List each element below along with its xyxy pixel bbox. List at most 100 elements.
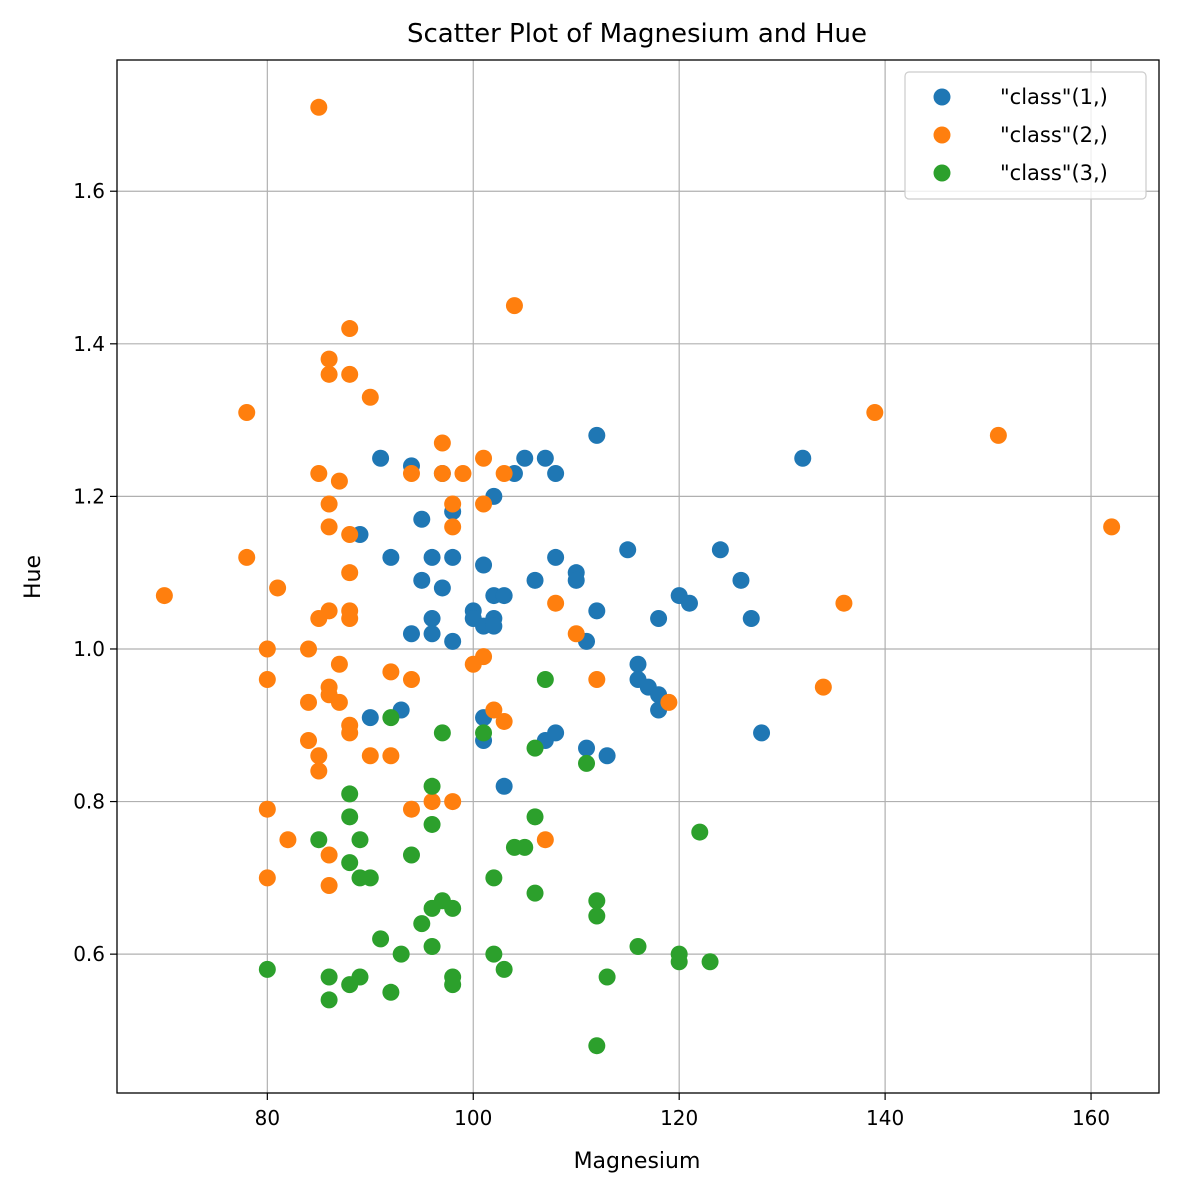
data-point-class-2 [444, 793, 462, 811]
data-point-class-1 [598, 747, 616, 765]
data-point-class-2 [495, 712, 513, 730]
data-point-class-1 [485, 617, 503, 635]
data-point-class-3 [258, 960, 276, 978]
legend-label-class-2: "class"(2,) [1000, 123, 1108, 147]
x-tick-label: 120 [660, 1106, 698, 1130]
data-point-class-3 [670, 953, 688, 971]
data-point-class-2 [330, 472, 348, 490]
data-point-class-3 [402, 846, 420, 864]
data-point-class-3 [588, 907, 606, 925]
data-point-class-1 [536, 449, 554, 467]
data-point-class-3 [691, 823, 709, 841]
data-point-class-3 [382, 709, 400, 727]
data-point-class-2 [238, 548, 256, 566]
data-point-class-2 [361, 388, 379, 406]
data-point-class-2 [341, 365, 359, 383]
data-point-class-3 [320, 991, 338, 1009]
legend: "class"(1,) "class"(2,) "class"(3,) [904, 71, 1147, 200]
data-point-class-2 [866, 403, 884, 421]
x-axis-label: Magnesium [574, 1149, 701, 1174]
legend-label-class-3: "class"(3,) [1000, 161, 1108, 185]
data-point-class-1 [753, 724, 771, 742]
data-point-class-2 [433, 434, 451, 452]
data-point-class-3 [341, 785, 359, 803]
data-point-class-3 [526, 884, 544, 902]
data-point-class-2 [814, 678, 832, 696]
y-tick-label: 1.0 [73, 637, 105, 661]
data-point-class-2 [310, 747, 328, 765]
plot-frame [116, 59, 1160, 1094]
data-point-class-3 [516, 838, 534, 856]
data-point-class-1 [433, 579, 451, 597]
data-point-class-1 [619, 541, 637, 559]
legend-marker-class-3 [933, 164, 951, 182]
data-point-class-1 [547, 465, 565, 483]
data-point-class-3 [444, 899, 462, 917]
data-point-class-3 [341, 808, 359, 826]
data-point-class-2 [341, 609, 359, 627]
legend-marker-class-1 [933, 88, 951, 106]
data-point-class-2 [433, 465, 451, 483]
data-point-class-1 [495, 587, 513, 605]
data-point-class-1 [413, 571, 431, 589]
data-point-class-2 [495, 465, 513, 483]
data-point-class-2 [300, 693, 318, 711]
x-tick-label: 140 [866, 1106, 904, 1130]
data-point-class-3 [485, 869, 503, 887]
data-point-class-2 [475, 449, 493, 467]
data-point-class-2 [330, 693, 348, 711]
data-point-class-3 [526, 739, 544, 757]
data-point-class-3 [526, 808, 544, 826]
data-point-class-1 [516, 449, 534, 467]
data-point-class-3 [423, 938, 441, 956]
data-point-class-1 [732, 571, 750, 589]
data-point-class-2 [310, 98, 328, 116]
legend-box [904, 71, 1147, 200]
data-point-class-1 [495, 777, 513, 795]
data-point-class-3 [495, 960, 513, 978]
data-point-class-2 [382, 747, 400, 765]
data-point-class-1 [423, 625, 441, 643]
data-point-class-2 [269, 579, 287, 597]
data-point-class-3 [588, 1037, 606, 1055]
data-point-class-2 [989, 426, 1007, 444]
data-point-class-2 [382, 663, 400, 681]
data-point-class-2 [1103, 518, 1121, 536]
data-point-class-3 [629, 938, 647, 956]
data-point-class-1 [680, 594, 698, 612]
data-point-class-2 [341, 564, 359, 582]
data-point-class-2 [444, 518, 462, 536]
data-point-class-1 [547, 724, 565, 742]
y-axis-label: Hue [21, 555, 46, 599]
data-point-class-2 [320, 495, 338, 513]
data-point-class-3 [320, 968, 338, 986]
axis-ticks: 80 100 120 140 160 0.6 0.8 1.0 1.2 1.4 1.6 [73, 179, 1110, 1130]
data-point-class-2 [402, 465, 420, 483]
data-point-class-3 [423, 815, 441, 833]
data-point-class-2 [423, 793, 441, 811]
data-point-class-2 [320, 350, 338, 368]
data-point-class-2 [402, 670, 420, 688]
data-point-class-2 [505, 297, 523, 315]
legend-marker-class-2 [933, 126, 951, 144]
data-point-class-2 [258, 640, 276, 658]
data-point-class-2 [588, 670, 606, 688]
data-point-class-1 [444, 632, 462, 650]
data-points [155, 98, 1121, 1055]
data-point-class-1 [475, 556, 493, 574]
data-point-class-2 [310, 609, 328, 627]
data-point-class-1 [588, 426, 606, 444]
data-point-class-1 [629, 655, 647, 673]
data-point-class-2 [300, 640, 318, 658]
data-point-class-2 [464, 655, 482, 673]
data-point-class-1 [402, 625, 420, 643]
data-point-class-1 [526, 571, 544, 589]
data-point-class-1 [423, 609, 441, 627]
chart-title: Scatter Plot of Magnesium and Hue [407, 19, 867, 49]
data-point-class-3 [485, 945, 503, 963]
data-point-class-3 [413, 915, 431, 933]
data-point-class-3 [701, 953, 719, 971]
data-point-class-2 [155, 587, 173, 605]
data-point-class-2 [547, 594, 565, 612]
